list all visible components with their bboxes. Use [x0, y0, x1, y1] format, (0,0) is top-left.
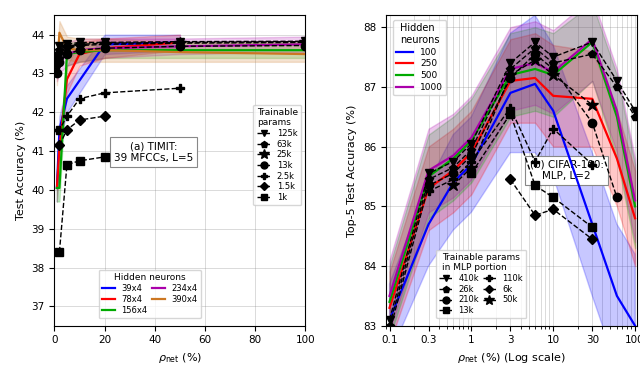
- Y-axis label: Top-5 Test Accuracy (%): Top-5 Test Accuracy (%): [348, 104, 357, 237]
- Text: (a) TIMIT:
39 MFCCs, L=5: (a) TIMIT: 39 MFCCs, L=5: [114, 141, 193, 163]
- Legend: 410k, 26k, 210k, 13k, 110k, 6k, 50k: 410k, 26k, 210k, 13k, 110k, 6k, 50k: [436, 250, 526, 319]
- Text: (b) CIFAR-100:
MLP, L=2: (b) CIFAR-100: MLP, L=2: [529, 160, 604, 181]
- X-axis label: $\rho_\mathrm{net}$ (%): $\rho_\mathrm{net}$ (%): [158, 351, 202, 365]
- Y-axis label: Test Accuracy (%): Test Accuracy (%): [16, 121, 26, 220]
- X-axis label: $\rho_\mathrm{net}$ (%) (Log scale): $\rho_\mathrm{net}$ (%) (Log scale): [457, 351, 566, 365]
- Legend: 125k, 63k, 25k, 13k, 2.5k, 1.5k, 1k: 125k, 63k, 25k, 13k, 2.5k, 1.5k, 1k: [253, 105, 301, 205]
